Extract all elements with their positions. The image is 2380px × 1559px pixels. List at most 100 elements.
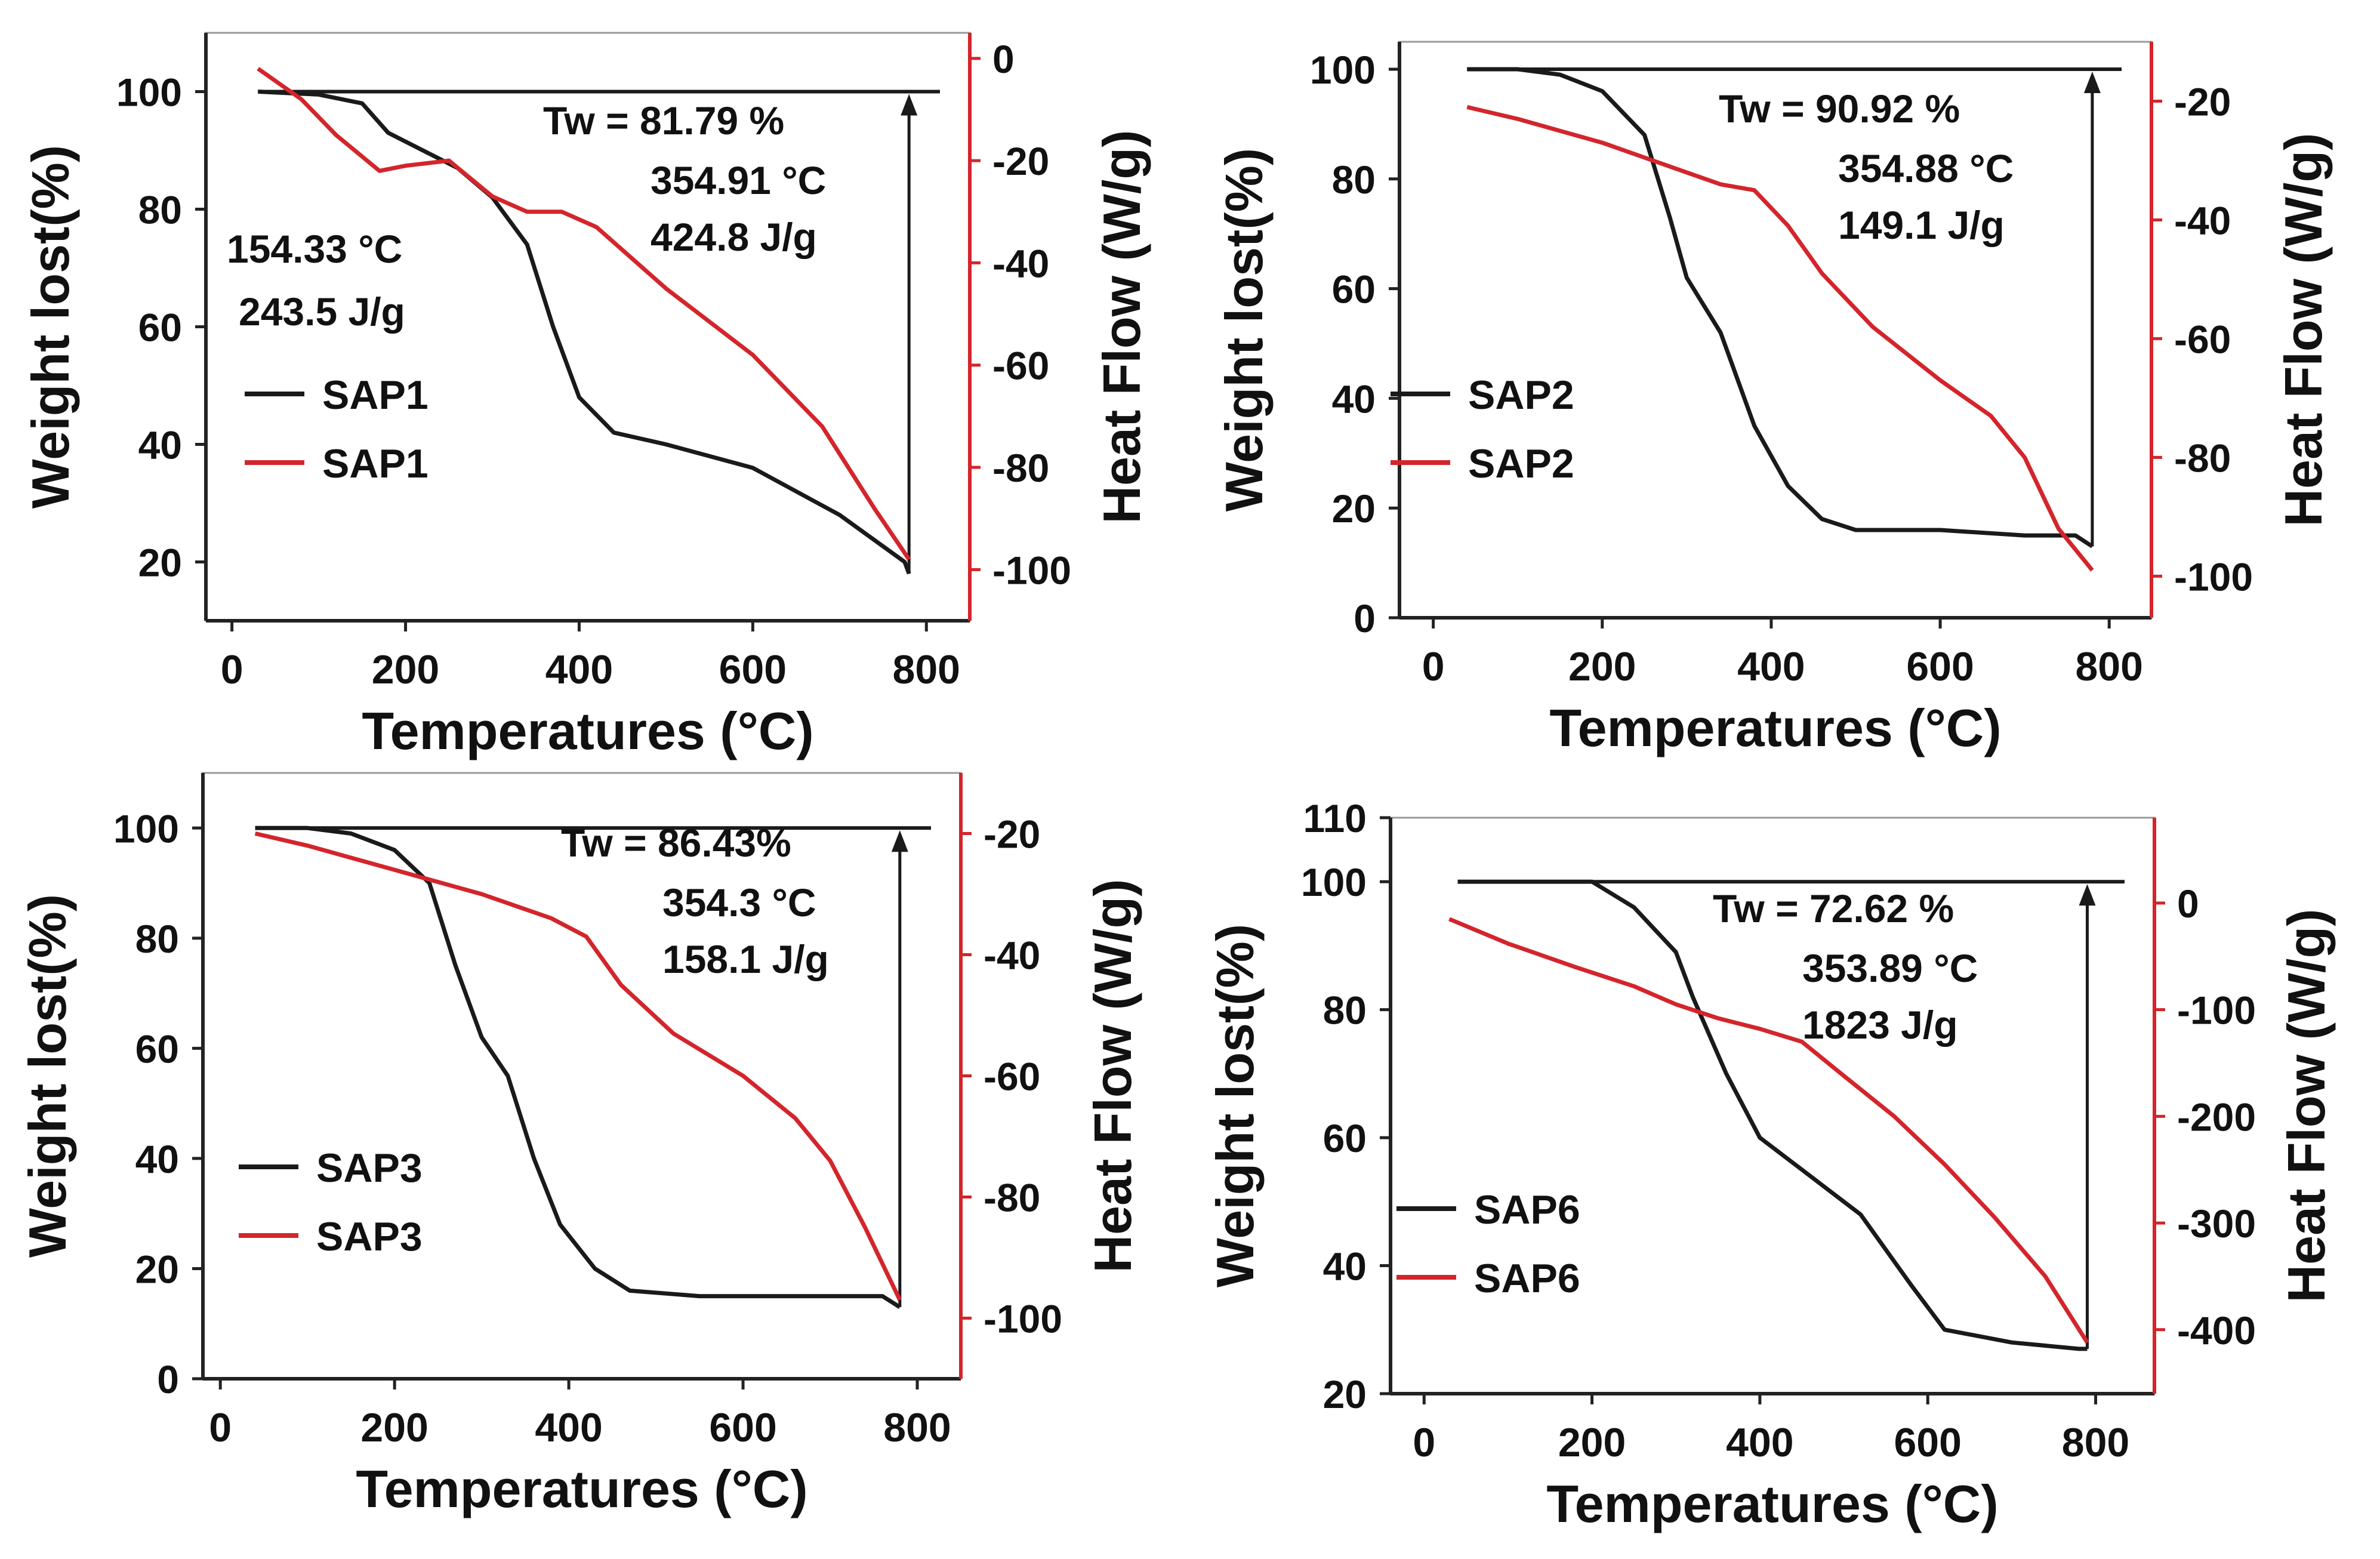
y2-axis-title: Heat Flow (W/g): [2274, 133, 2333, 527]
y-tick-label: 20: [1332, 486, 1376, 531]
y-tick-label: 40: [1323, 1244, 1367, 1289]
y2-tick-label: -100: [984, 1297, 1062, 1341]
y2-tick-label: -200: [2177, 1095, 2256, 1139]
y2-axis-title: Heat Flow (W/g): [1083, 879, 1142, 1273]
y-tick-label: 100: [113, 806, 179, 851]
y-tick-label: 80: [135, 917, 179, 961]
legend-label: SAP2: [1468, 441, 1574, 486]
series-line-dsc: [1466, 104, 2094, 572]
x-tick-label: 200: [360, 1405, 428, 1450]
y2-axis-title: Heat Flow (W/g): [1092, 130, 1151, 524]
y-tick-label: 110: [1303, 796, 1367, 840]
y2-tick-label: -100: [2177, 988, 2256, 1033]
y-tick-label: 80: [138, 188, 182, 232]
y-tick-label: 80: [1323, 988, 1367, 1033]
annotation-tw: Tw = 72.62 %: [1713, 886, 1954, 931]
y2-tick-label: -60: [992, 344, 1049, 388]
x-axis-title: Temperatures (°C): [1546, 1474, 1998, 1533]
annotation-tw: Tw = 90.92 %: [1719, 87, 1960, 131]
series-line-dsc: [1448, 917, 2089, 1344]
annotation-temperature: 354.88 °C: [1838, 146, 2014, 190]
y2-tick-label: -80: [992, 446, 1049, 490]
annotation-enthalpy: 149.1 J/g: [1838, 203, 2005, 247]
annotation-temperature: 354.91 °C: [651, 158, 826, 202]
x-tick-label: 800: [883, 1405, 951, 1450]
annotation-peak-temperature: 154.33 °C: [227, 227, 402, 271]
chart-sap1: 0 200 400 600 800 20 40 60 80 100 0 -20 -40 -60 -80 -10…: [21, 32, 1151, 760]
y2-tick-label: -60: [984, 1055, 1040, 1099]
y2-tick-label: -300: [2177, 1201, 2256, 1246]
x-tick-label: 200: [1558, 1420, 1626, 1465]
y2-tick-label: -100: [992, 548, 1071, 592]
y2-tick-label: 0: [992, 37, 1015, 81]
x-tick-label: 200: [1568, 644, 1636, 689]
legend-label: SAP1: [322, 441, 428, 486]
x-tick-label: 400: [545, 647, 613, 692]
x-tick-label: 600: [709, 1405, 776, 1450]
x-tick-label: 200: [372, 647, 439, 692]
x-axis-title: Temperatures (°C): [356, 1459, 807, 1518]
x-tick-label: 0: [1413, 1420, 1435, 1465]
annotation-tw: Tw = 86.43%: [561, 821, 791, 865]
x-tick-label: 400: [1726, 1420, 1793, 1465]
y-tick-label: 20: [138, 541, 182, 585]
y2-tick-label: -20: [992, 139, 1049, 183]
x-tick-label: 800: [2075, 644, 2142, 689]
arrow-head-icon: [2083, 71, 2101, 93]
x-tick-label: 600: [1894, 1420, 1961, 1465]
annotation-enthalpy: 424.8 J/g: [651, 215, 817, 259]
legend-label: SAP6: [1474, 1187, 1580, 1233]
y-tick-label: 40: [1332, 377, 1376, 421]
y-tick-label: 20: [135, 1247, 179, 1291]
x-tick-label: 0: [221, 647, 243, 692]
y-tick-label: 0: [157, 1357, 179, 1401]
y2-tick-label: -80: [2174, 436, 2231, 480]
y-tick-label: 100: [1301, 860, 1367, 904]
y-axis-title: Weight lost(%): [1214, 148, 1274, 512]
arrow-head-icon: [901, 94, 918, 116]
arrow-head-icon: [891, 830, 908, 852]
y2-axis-title: Heat Flow (W/g): [2277, 909, 2336, 1303]
annotation-tw: Tw = 81.79 %: [543, 98, 784, 143]
legend-label: SAP2: [1468, 372, 1574, 418]
chart-sap6: 0 200 400 600 800 20 40 60 80 100 110 0 -100 -200 -300…: [1206, 796, 2336, 1533]
y-tick-label: 20: [1323, 1372, 1367, 1416]
annotation-temperature: 354.3 °C: [662, 880, 816, 925]
series-line-tga: [258, 90, 911, 575]
series-line-tga: [1457, 879, 2088, 1351]
y2-tick-label: -20: [984, 812, 1040, 856]
x-tick-label: 800: [893, 647, 960, 692]
y2-tick-label: -400: [2177, 1308, 2256, 1352]
y2-tick-label: -80: [984, 1176, 1040, 1220]
legend-label: SAP1: [322, 372, 428, 418]
x-tick-label: 600: [1906, 644, 1974, 689]
y2-tick-label: -40: [984, 933, 1040, 978]
x-tick-label: 800: [2062, 1420, 2129, 1465]
series-line-tga: [255, 825, 901, 1309]
y2-tick-label: -60: [2174, 317, 2231, 361]
x-axis-title: Temperatures (°C): [362, 701, 813, 760]
x-tick-label: 0: [209, 1405, 232, 1450]
y-tick-label: 60: [135, 1027, 179, 1071]
y-tick-label: 80: [1332, 158, 1376, 202]
x-tick-label: 400: [535, 1405, 602, 1450]
y2-tick-label: -100: [2174, 554, 2253, 599]
series-line-dsc: [257, 67, 911, 561]
y-axis-title: Weight lost(%): [21, 145, 80, 509]
y-tick-label: 0: [1354, 596, 1376, 640]
y-axis-title: Weight lost(%): [1206, 924, 1265, 1287]
y-tick-label: 40: [138, 423, 182, 467]
y2-tick-label: 0: [2177, 882, 2199, 926]
legend-label: SAP3: [316, 1214, 423, 1259]
y2-tick-label: -20: [2174, 79, 2231, 124]
x-tick-label: 0: [1422, 644, 1445, 689]
annotation-temperature: 353.89 °C: [1802, 946, 1978, 990]
y-tick-label: 100: [1310, 48, 1376, 92]
x-tick-label: 600: [719, 647, 787, 692]
y-tick-label: 40: [135, 1137, 179, 1181]
series-line-dsc: [254, 831, 902, 1301]
legend-label: SAP6: [1474, 1256, 1580, 1301]
annotation-peak-enthalpy: 243.5 J/g: [239, 289, 405, 334]
y-tick-label: 60: [1332, 267, 1376, 312]
y-axis-title: Weight lost(%): [18, 894, 77, 1258]
